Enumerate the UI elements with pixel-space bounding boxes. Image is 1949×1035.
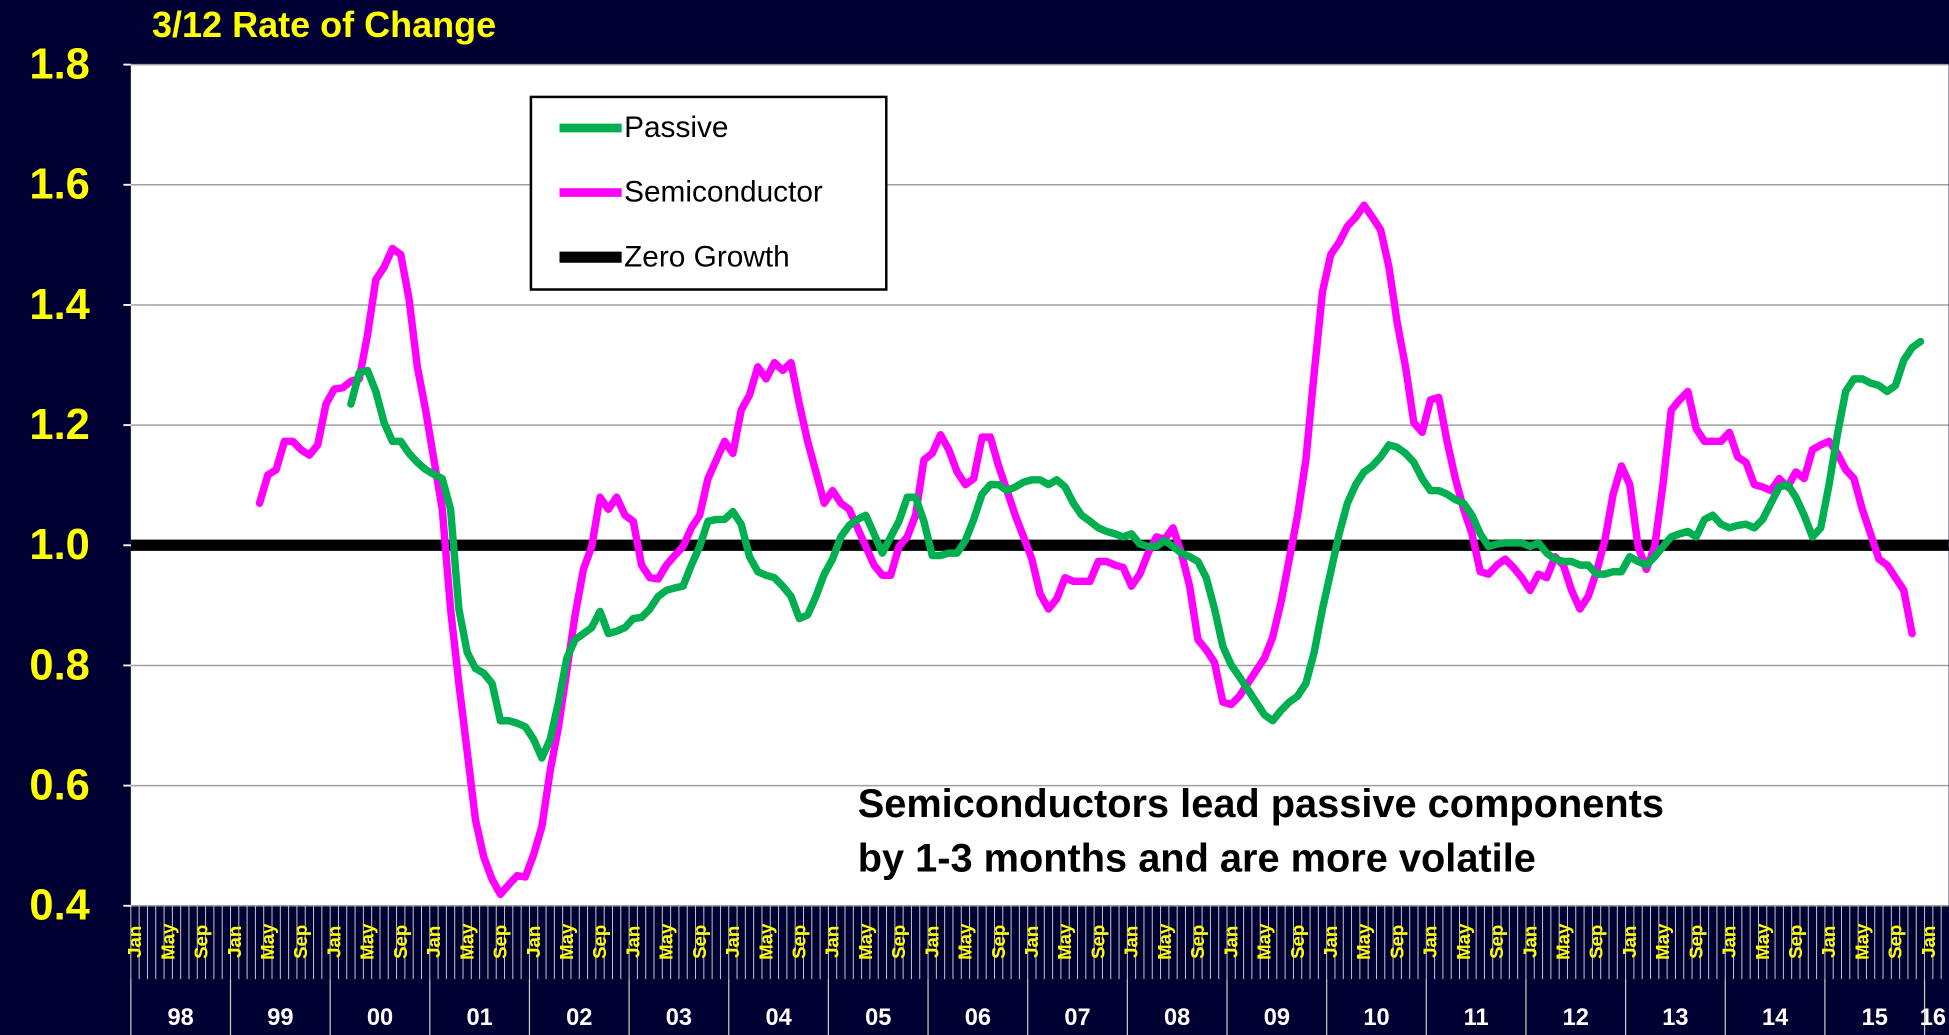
x-tick-label: Sep bbox=[1087, 925, 1108, 959]
series-line bbox=[347, 337, 1925, 762]
legend: Passive Semiconductor Zero Growth bbox=[529, 95, 888, 291]
x-tick-label: Jan bbox=[1719, 926, 1740, 958]
legend-label: Semiconductor bbox=[624, 176, 823, 209]
x-tick-label: May bbox=[1353, 923, 1374, 960]
x-tick-label: May bbox=[1851, 923, 1872, 960]
x-tick-label: May bbox=[955, 923, 976, 960]
x-tick-label: May bbox=[1254, 923, 1275, 960]
year-label: 13 bbox=[1662, 1005, 1688, 1031]
x-tick-label: May bbox=[1054, 923, 1075, 960]
year-label: 09 bbox=[1264, 1005, 1290, 1031]
year-label: 01 bbox=[466, 1005, 492, 1031]
x-tick-label: Sep bbox=[589, 925, 610, 959]
x-tick-label: May bbox=[1552, 923, 1573, 960]
chart-title: 3/12 Rate of Change bbox=[152, 4, 496, 45]
x-tick-label: Jan bbox=[1420, 926, 1441, 958]
x-tick-label: Sep bbox=[1486, 925, 1507, 959]
x-tick-label: Sep bbox=[290, 925, 311, 959]
x-tick-label: Jan bbox=[1619, 926, 1640, 958]
y-tick-label: 0.6 bbox=[29, 762, 89, 810]
y-tick-label: 1.8 bbox=[29, 41, 89, 89]
x-tick-label: Sep bbox=[490, 925, 511, 959]
x-tick-label: Jan bbox=[1519, 926, 1540, 958]
year-label: 14 bbox=[1762, 1005, 1788, 1031]
year-label: 08 bbox=[1164, 1005, 1190, 1031]
x-tick-label: Sep bbox=[1187, 925, 1208, 959]
legend-label: Zero Growth bbox=[624, 240, 790, 273]
x-tick-label: May bbox=[755, 923, 776, 960]
annotation: by 1-3 months and are more volatile bbox=[858, 837, 1536, 881]
series-line bbox=[255, 201, 1916, 899]
y-tick-label: 1.0 bbox=[29, 521, 89, 569]
x-tick-label: May bbox=[656, 923, 677, 960]
x-tick-label: May bbox=[855, 923, 876, 960]
x-tick-label: Jan bbox=[523, 926, 544, 958]
lines bbox=[130, 201, 1949, 899]
x-tick-label: Jan bbox=[423, 926, 444, 958]
x-tick-label: Jan bbox=[1918, 926, 1939, 958]
x-tick-label: Jan bbox=[722, 926, 743, 958]
x-tick-label: May bbox=[1453, 923, 1474, 960]
x-tick-label: Jan bbox=[1021, 926, 1042, 958]
year-label: 04 bbox=[765, 1005, 791, 1031]
x-tick-label: Sep bbox=[689, 925, 710, 959]
y-tick-label: 0.4 bbox=[29, 882, 89, 930]
legend-label: Passive bbox=[624, 111, 728, 144]
plot-area bbox=[130, 64, 1949, 906]
year-label: 02 bbox=[566, 1005, 592, 1031]
x-tick-label: Jan bbox=[822, 926, 843, 958]
year-label: 12 bbox=[1563, 1005, 1589, 1031]
x-tick-label: Jan bbox=[124, 926, 145, 958]
x-tick-label: Jan bbox=[323, 926, 344, 958]
year-label: 07 bbox=[1064, 1005, 1090, 1031]
x-tick-label: Jan bbox=[1121, 926, 1142, 958]
x-tick-label: Sep bbox=[1386, 925, 1407, 959]
x-tick-label: Sep bbox=[1685, 925, 1706, 959]
y-tick-label: 1.2 bbox=[29, 401, 89, 449]
x-tick-label: Jan bbox=[622, 926, 643, 958]
x-tick-label: Jan bbox=[1220, 926, 1241, 958]
x-tick-label: Sep bbox=[888, 925, 909, 959]
x-tick-label: Jan bbox=[1818, 926, 1839, 958]
x-tick-label: May bbox=[357, 923, 378, 960]
year-label: 03 bbox=[666, 1005, 692, 1031]
year-label: 05 bbox=[865, 1005, 891, 1031]
x-tick-label: May bbox=[556, 923, 577, 960]
year-label: 98 bbox=[168, 1005, 194, 1031]
x-tick-label: Sep bbox=[1287, 925, 1308, 959]
x-tick-label: Jan bbox=[1320, 926, 1341, 958]
x-tick-label: Sep bbox=[390, 925, 411, 959]
x-tick-label: Sep bbox=[191, 925, 212, 959]
x-tick-label: Sep bbox=[788, 925, 809, 959]
year-label: 11 bbox=[1464, 1005, 1489, 1031]
x-tick-label: May bbox=[1154, 923, 1175, 960]
annotation: Semiconductors lead passive components bbox=[858, 782, 1664, 826]
year-label: 06 bbox=[965, 1005, 991, 1031]
year-label: 99 bbox=[267, 1005, 293, 1031]
y-tick-label: 1.4 bbox=[29, 281, 89, 329]
x-tick-label: May bbox=[257, 923, 278, 960]
x-tick-label: May bbox=[1752, 923, 1773, 960]
x-tick-label: Sep bbox=[1586, 925, 1607, 959]
x-tick-label: Jan bbox=[921, 926, 942, 958]
year-label: 10 bbox=[1363, 1005, 1389, 1031]
year-label: 00 bbox=[367, 1005, 393, 1031]
y-tick-label: 0.8 bbox=[29, 641, 89, 689]
year-label: 15 bbox=[1862, 1005, 1888, 1031]
x-tick-label: May bbox=[456, 923, 477, 960]
x-tick-label: May bbox=[1652, 923, 1673, 960]
year-label: 16 bbox=[1920, 1005, 1946, 1031]
x-axis: 0.4 0.6 0.8 1.0 1.2 1.4 1.6 1.8 Jan May Sep Jan May S… bbox=[29, 41, 1946, 1035]
x-tick-label: Jan bbox=[224, 926, 245, 958]
x-tick-label: May bbox=[157, 923, 178, 960]
x-tick-label: Sep bbox=[1785, 925, 1806, 959]
x-tick-label: Sep bbox=[988, 925, 1009, 959]
y-tick-label: 1.6 bbox=[29, 161, 89, 209]
x-tick-label: Sep bbox=[1885, 925, 1906, 959]
